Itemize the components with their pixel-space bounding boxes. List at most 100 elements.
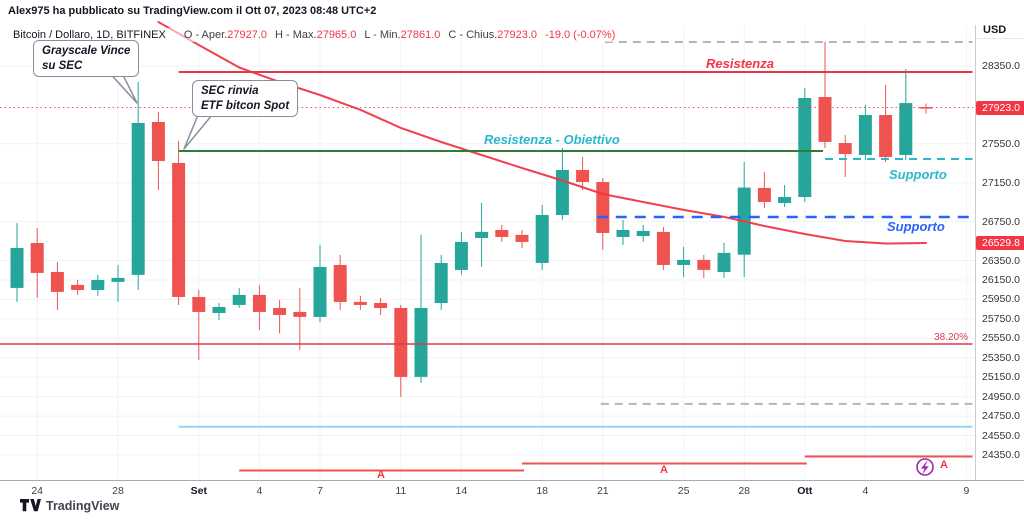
close-label: C - Chius. xyxy=(448,29,498,41)
a-marker: A xyxy=(940,459,948,471)
callout-sec-line1: SEC rinvia xyxy=(201,85,259,97)
resistenza-label[interactable]: Resistenza xyxy=(706,56,774,71)
candle-body[interactable] xyxy=(656,231,670,265)
candle-body[interactable] xyxy=(757,187,771,202)
price-tick: 27550.0 xyxy=(982,137,1020,150)
high-label: H - Max. xyxy=(275,29,317,41)
candle-body[interactable] xyxy=(30,242,44,273)
a-marker: A xyxy=(660,464,668,476)
candle-body[interactable] xyxy=(636,230,650,236)
candle-body[interactable] xyxy=(515,234,529,242)
price-tick: 24350.0 xyxy=(982,449,1020,461)
supporto-blue-label[interactable]: Supporto xyxy=(887,219,945,234)
price-badge: 26529.8 xyxy=(976,236,1024,250)
price-tick: 24950.0 xyxy=(982,390,1020,403)
tradingview-branding[interactable]: TradingView xyxy=(20,498,119,513)
time-tick: 28 xyxy=(738,485,751,497)
price-tick: 25550.0 xyxy=(982,332,1020,345)
publication-bar: Alex975 ha pubblicato su TradingView.com… xyxy=(8,5,377,17)
price-tick: 25150.0 xyxy=(982,371,1020,384)
price-axis-currency[interactable]: USD xyxy=(976,22,1024,39)
candle-body[interactable] xyxy=(475,231,489,238)
candle-body[interactable] xyxy=(697,259,711,270)
low-label: L - Min. xyxy=(364,29,401,41)
candle-body[interactable] xyxy=(879,115,893,158)
price-tick: 24750.0 xyxy=(982,410,1020,423)
time-axis[interactable]: 24 28 Set 4 7 11 14 18 21 25 28 Ott 4 9 xyxy=(0,480,1024,500)
time-tick: 28 xyxy=(112,485,124,497)
candle-body[interactable] xyxy=(677,259,691,265)
candle-body[interactable] xyxy=(576,169,590,183)
low-value: 27861.0 xyxy=(400,29,441,41)
price-tick: 26750.0 xyxy=(982,215,1020,228)
time-tick: 9 xyxy=(963,485,970,497)
candle-body[interactable] xyxy=(555,169,569,215)
candle-body[interactable] xyxy=(495,229,509,237)
candle-body[interactable] xyxy=(858,115,872,155)
callout-grayscale-vince[interactable]: Grayscale Vince su SEC xyxy=(33,40,140,78)
time-tick: 4 xyxy=(256,485,263,497)
candle-body[interactable] xyxy=(434,262,448,303)
candle-body[interactable] xyxy=(454,241,468,270)
candle-body[interactable] xyxy=(333,264,347,302)
candle-body[interactable] xyxy=(192,296,206,312)
candle-body[interactable] xyxy=(778,196,792,204)
symbol-title[interactable]: Bitcoin / Dollaro, 1D, BITFINEX xyxy=(13,29,166,41)
price-tick: 24550.0 xyxy=(982,429,1020,442)
candle-body[interactable] xyxy=(212,306,226,314)
candle-body[interactable] xyxy=(838,143,852,155)
price-axis[interactable]: 28350.0 27550.0 27150.0 26750.0 26350.0 26150… xyxy=(975,25,1024,480)
candle-body[interactable] xyxy=(273,307,287,315)
callout-grayscale-line2: su SEC xyxy=(42,59,83,72)
candle-body[interactable] xyxy=(818,97,832,142)
candle-body[interactable] xyxy=(131,122,145,275)
candle-body[interactable] xyxy=(91,279,105,290)
candle-body[interactable] xyxy=(899,103,913,155)
candle-body[interactable] xyxy=(151,122,165,162)
lightning-icon xyxy=(921,460,929,475)
time-tick: 25 xyxy=(677,485,690,497)
price-tick: 25350.0 xyxy=(982,351,1020,364)
time-tick: 4 xyxy=(862,485,869,497)
candle-body[interactable] xyxy=(414,307,428,377)
time-tick: 7 xyxy=(317,485,323,497)
candle-body[interactable] xyxy=(596,182,610,233)
time-tick: Ott xyxy=(797,485,813,497)
candle-body[interactable] xyxy=(252,294,266,312)
time-tick: Set xyxy=(190,485,207,497)
price-badge: 27923.0 xyxy=(976,100,1024,115)
candle-body[interactable] xyxy=(394,307,408,377)
open-label: O - Aper. xyxy=(183,29,228,41)
candle-body[interactable] xyxy=(313,266,327,317)
candle-body[interactable] xyxy=(172,162,186,297)
candle-body[interactable] xyxy=(374,302,388,308)
candle-body[interactable] xyxy=(535,214,549,263)
candle-body[interactable] xyxy=(798,97,812,197)
candle-body[interactable] xyxy=(717,252,731,272)
candle-body[interactable] xyxy=(111,277,125,282)
time-tick: 24 xyxy=(31,485,44,497)
candle-body[interactable] xyxy=(919,107,933,109)
candle-body[interactable] xyxy=(353,301,367,305)
candle-body[interactable] xyxy=(50,271,64,292)
chart-legend[interactable]: Bitcoin / Dollaro, 1D, BITFINEX O - Aper.… xyxy=(10,28,619,42)
open-value: 27927.0 xyxy=(227,29,268,41)
supporto-cyan-label[interactable]: Supporto xyxy=(889,167,947,182)
candle-body[interactable] xyxy=(293,311,307,317)
price-tick: 26150.0 xyxy=(982,273,1020,286)
time-tick: 18 xyxy=(536,485,549,497)
callout-sec-rinvia[interactable]: SEC rinvia ETF bitcon Spot xyxy=(192,80,299,118)
candle-body[interactable] xyxy=(10,247,24,288)
close-value: 27923.0 xyxy=(497,29,538,41)
resistenza-obiettivo-label[interactable]: Resistenza - Obiettivo xyxy=(484,132,620,147)
candle-body[interactable] xyxy=(616,229,630,237)
candle-body[interactable] xyxy=(232,294,246,305)
high-value: 27965.0 xyxy=(316,29,357,41)
price-tick: 26350.0 xyxy=(982,254,1020,267)
time-tick: 21 xyxy=(596,485,609,497)
time-tick: 14 xyxy=(455,485,468,497)
candle-body[interactable] xyxy=(71,284,85,290)
time-tick: 11 xyxy=(395,485,407,497)
